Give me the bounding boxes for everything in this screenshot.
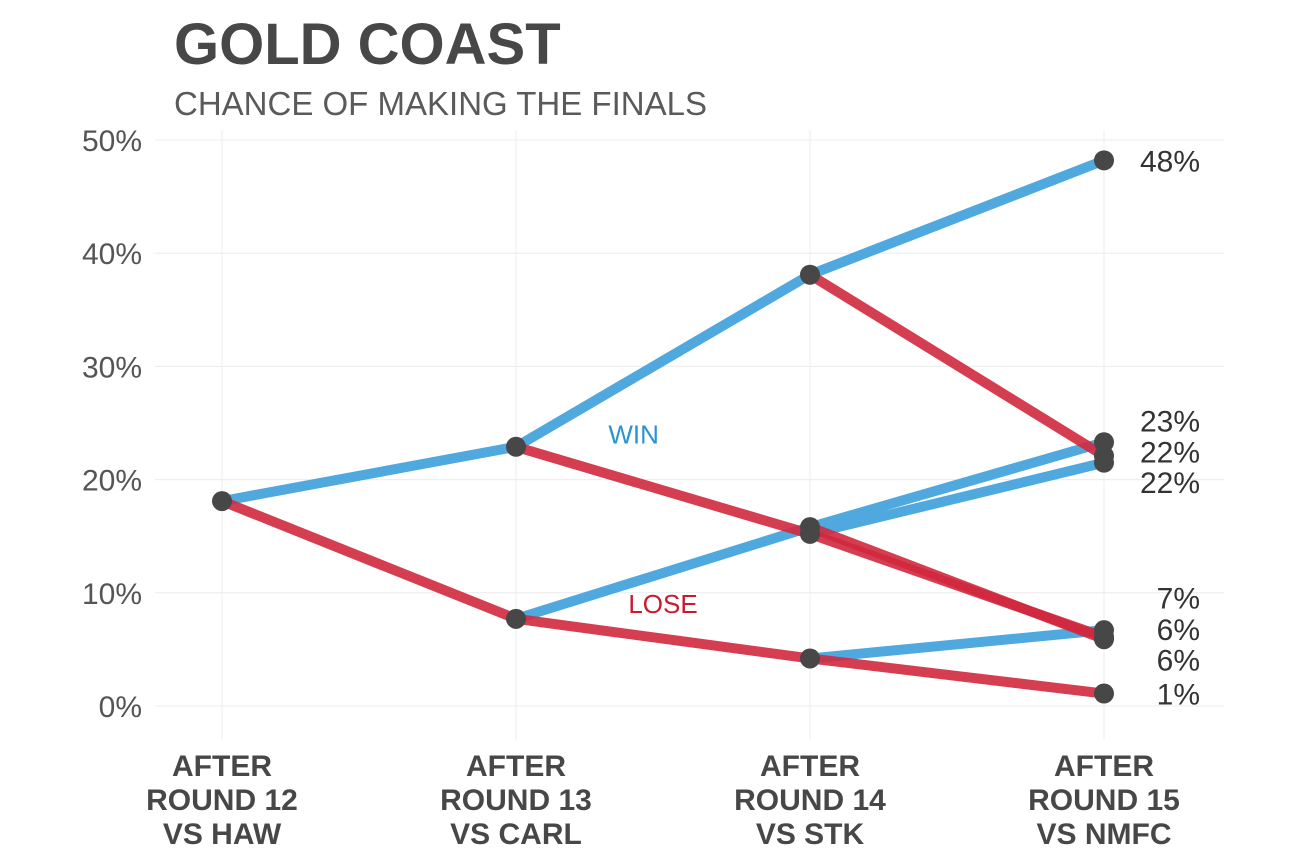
win-segment — [805, 457, 1109, 539]
lose-segment — [805, 522, 1109, 645]
x-tick-label-line: AFTER — [760, 750, 860, 783]
data-point — [1094, 629, 1114, 650]
x-tick-label-line: ROUND 12 — [146, 784, 298, 817]
x-tick-label-line: AFTER — [466, 750, 566, 783]
x-tick-label-line: VS STK — [756, 818, 865, 851]
data-point — [506, 608, 526, 629]
lose-segment — [511, 441, 815, 539]
annotation-win: WIN — [608, 419, 659, 449]
x-tick-label-line: ROUND 13 — [440, 784, 592, 817]
end-value-label: 23% — [1140, 406, 1200, 439]
win-segment — [805, 625, 1109, 664]
x-tick-label: AFTER ROUND 14 VS STK — [734, 750, 886, 851]
end-value-label: 6% — [1157, 614, 1200, 647]
data-point — [1094, 683, 1114, 704]
data-point — [1094, 150, 1114, 171]
chart-title: GOLD COAST — [174, 12, 561, 77]
y-tick-label: 40% — [82, 238, 142, 271]
data-point — [800, 264, 820, 285]
x-tick-label-line: ROUND 15 — [1028, 784, 1180, 817]
x-tick-label-line: ROUND 14 — [734, 784, 886, 817]
win-segment — [217, 441, 521, 507]
win-segment — [805, 155, 1109, 280]
lose-segment — [511, 613, 815, 664]
end-value-label: 22% — [1140, 436, 1200, 469]
x-tick-label-line: AFTER — [172, 750, 272, 783]
end-value-label: 7% — [1157, 582, 1200, 615]
x-tick-label: AFTER ROUND 13 VS CARL — [440, 750, 592, 851]
win-segment — [511, 522, 815, 624]
end-value-label: 48% — [1140, 145, 1200, 178]
data-points — [212, 150, 1114, 704]
end-labels: 48%23%22%22%7%6%6%1% — [1140, 145, 1200, 711]
annotations: WIN LOSE — [608, 419, 697, 619]
x-tick-label: AFTER ROUND 12 VS HAW — [146, 750, 298, 851]
annotation-lose: LOSE — [628, 589, 697, 619]
chart-subtitle: CHANCE OF MAKING THE FINALS — [174, 85, 707, 122]
lose-segment — [217, 496, 521, 624]
x-tick-label: AFTER ROUND 15 VS NMFC — [1028, 750, 1180, 851]
y-tick-label: 0% — [99, 691, 142, 724]
data-point — [800, 523, 820, 544]
y-axis-ticks: 0% 10% 20% 30% 40% 50% — [82, 125, 142, 724]
data-point — [800, 648, 820, 669]
lose-segment — [805, 653, 1109, 699]
data-point — [1094, 452, 1114, 473]
data-point — [212, 491, 232, 512]
x-tick-label-line: VS NMFC — [1037, 818, 1172, 851]
y-tick-label: 50% — [82, 125, 142, 158]
y-tick-label: 30% — [82, 351, 142, 384]
lose-segment — [805, 269, 1109, 461]
win-segment — [805, 437, 1109, 533]
x-tick-label-line: VS CARL — [450, 818, 582, 851]
data-point — [506, 436, 526, 457]
end-value-label: 22% — [1140, 467, 1200, 500]
y-tick-label: 10% — [82, 578, 142, 611]
x-tick-label-line: VS HAW — [163, 818, 282, 851]
x-tick-label-line: AFTER — [1054, 750, 1154, 783]
win-segment — [511, 269, 815, 452]
series-lines — [217, 155, 1109, 699]
end-value-label: 1% — [1157, 679, 1200, 712]
end-value-label: 6% — [1157, 645, 1200, 678]
y-tick-label: 20% — [82, 465, 142, 498]
